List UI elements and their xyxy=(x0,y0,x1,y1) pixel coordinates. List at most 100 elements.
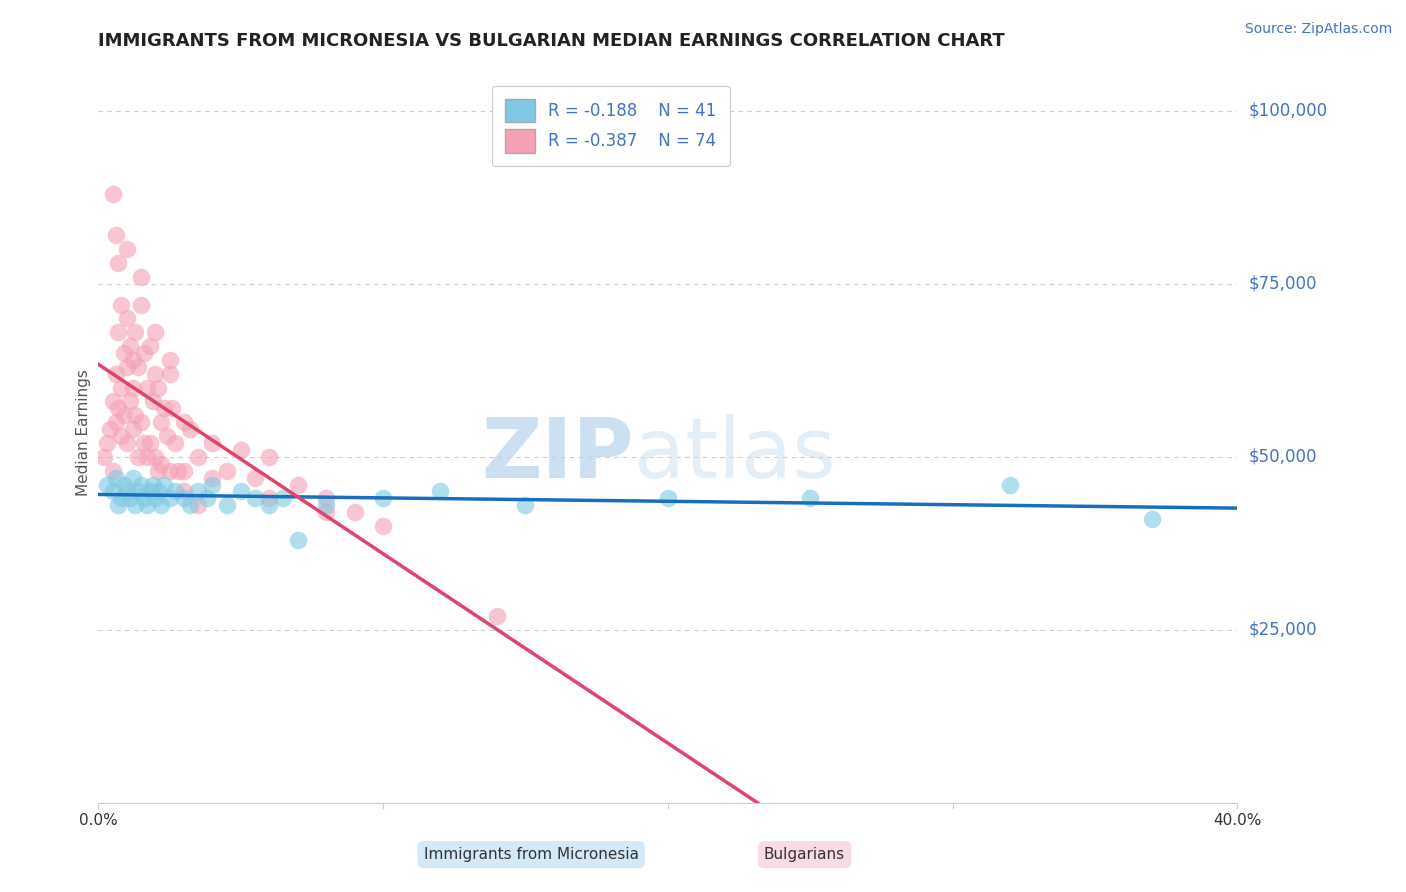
Text: $50,000: $50,000 xyxy=(1249,448,1317,466)
Point xyxy=(243,491,266,506)
Point xyxy=(135,450,157,464)
Point xyxy=(101,464,124,478)
Point xyxy=(132,491,155,506)
Point xyxy=(273,491,295,506)
Point xyxy=(129,269,152,284)
Point xyxy=(145,491,167,506)
Point xyxy=(124,326,146,340)
Point xyxy=(141,394,163,409)
Point xyxy=(101,484,124,499)
Point xyxy=(187,498,209,512)
Point xyxy=(162,401,184,416)
Point xyxy=(101,186,124,201)
Point xyxy=(107,498,129,512)
Point xyxy=(115,359,138,374)
Text: ZIP: ZIP xyxy=(481,414,634,495)
Point xyxy=(195,491,218,506)
Point xyxy=(165,484,187,499)
Point xyxy=(201,470,224,484)
Point xyxy=(243,470,266,484)
Point xyxy=(145,367,167,381)
Point xyxy=(287,533,309,547)
Point xyxy=(129,297,152,311)
Point xyxy=(259,491,281,506)
Point xyxy=(201,477,224,491)
Point xyxy=(315,491,337,506)
Point xyxy=(165,436,187,450)
Point xyxy=(148,464,170,478)
Text: Source: ZipAtlas.com: Source: ZipAtlas.com xyxy=(1244,22,1392,37)
Point xyxy=(104,228,127,243)
Text: $75,000: $75,000 xyxy=(1249,275,1317,293)
Point xyxy=(121,353,143,368)
Point xyxy=(150,457,173,471)
Text: Immigrants from Micronesia: Immigrants from Micronesia xyxy=(423,847,638,863)
Text: $25,000: $25,000 xyxy=(1249,621,1317,639)
Point xyxy=(167,464,190,478)
Point xyxy=(799,491,821,506)
Point xyxy=(287,477,309,491)
Point xyxy=(148,381,170,395)
Point xyxy=(110,381,132,395)
Point xyxy=(124,409,146,423)
Point xyxy=(129,477,152,491)
Point xyxy=(187,450,209,464)
Point xyxy=(135,498,157,512)
Point xyxy=(159,367,181,381)
Point xyxy=(138,436,160,450)
Point xyxy=(179,498,201,512)
Point xyxy=(173,491,195,506)
Point xyxy=(118,491,141,506)
Point xyxy=(998,477,1021,491)
Point xyxy=(132,436,155,450)
Point xyxy=(150,415,173,429)
Point xyxy=(201,436,224,450)
Point xyxy=(259,498,281,512)
Point xyxy=(96,477,118,491)
Point xyxy=(159,464,181,478)
Point xyxy=(104,415,127,429)
Point xyxy=(371,491,394,506)
Y-axis label: Median Earnings: Median Earnings xyxy=(76,369,91,496)
Point xyxy=(121,381,143,395)
Point xyxy=(129,415,152,429)
Point xyxy=(145,450,167,464)
Point xyxy=(187,484,209,499)
Point xyxy=(1140,512,1163,526)
Point xyxy=(173,464,195,478)
Point xyxy=(98,422,121,436)
Point xyxy=(104,470,127,484)
Point xyxy=(173,415,195,429)
Point xyxy=(215,464,238,478)
Text: atlas: atlas xyxy=(634,414,835,495)
Point xyxy=(135,381,157,395)
Point xyxy=(107,326,129,340)
Point xyxy=(156,429,179,443)
Point xyxy=(121,422,143,436)
Point xyxy=(141,477,163,491)
Point xyxy=(115,436,138,450)
Point xyxy=(315,505,337,519)
Point xyxy=(112,409,135,423)
Point xyxy=(429,484,451,499)
Point xyxy=(110,297,132,311)
Point xyxy=(229,484,252,499)
Point xyxy=(96,436,118,450)
Point xyxy=(118,394,141,409)
Point xyxy=(486,609,509,624)
Point xyxy=(132,346,155,360)
Point xyxy=(104,367,127,381)
Point xyxy=(121,470,143,484)
Point xyxy=(107,256,129,270)
Point xyxy=(179,422,201,436)
Point xyxy=(115,242,138,256)
Point xyxy=(93,450,115,464)
Text: Bulgarians: Bulgarians xyxy=(763,847,845,863)
Point xyxy=(127,484,149,499)
Point xyxy=(259,450,281,464)
Point xyxy=(657,491,679,506)
Point xyxy=(153,477,176,491)
Point xyxy=(173,484,195,499)
Point xyxy=(371,519,394,533)
Point xyxy=(124,498,146,512)
